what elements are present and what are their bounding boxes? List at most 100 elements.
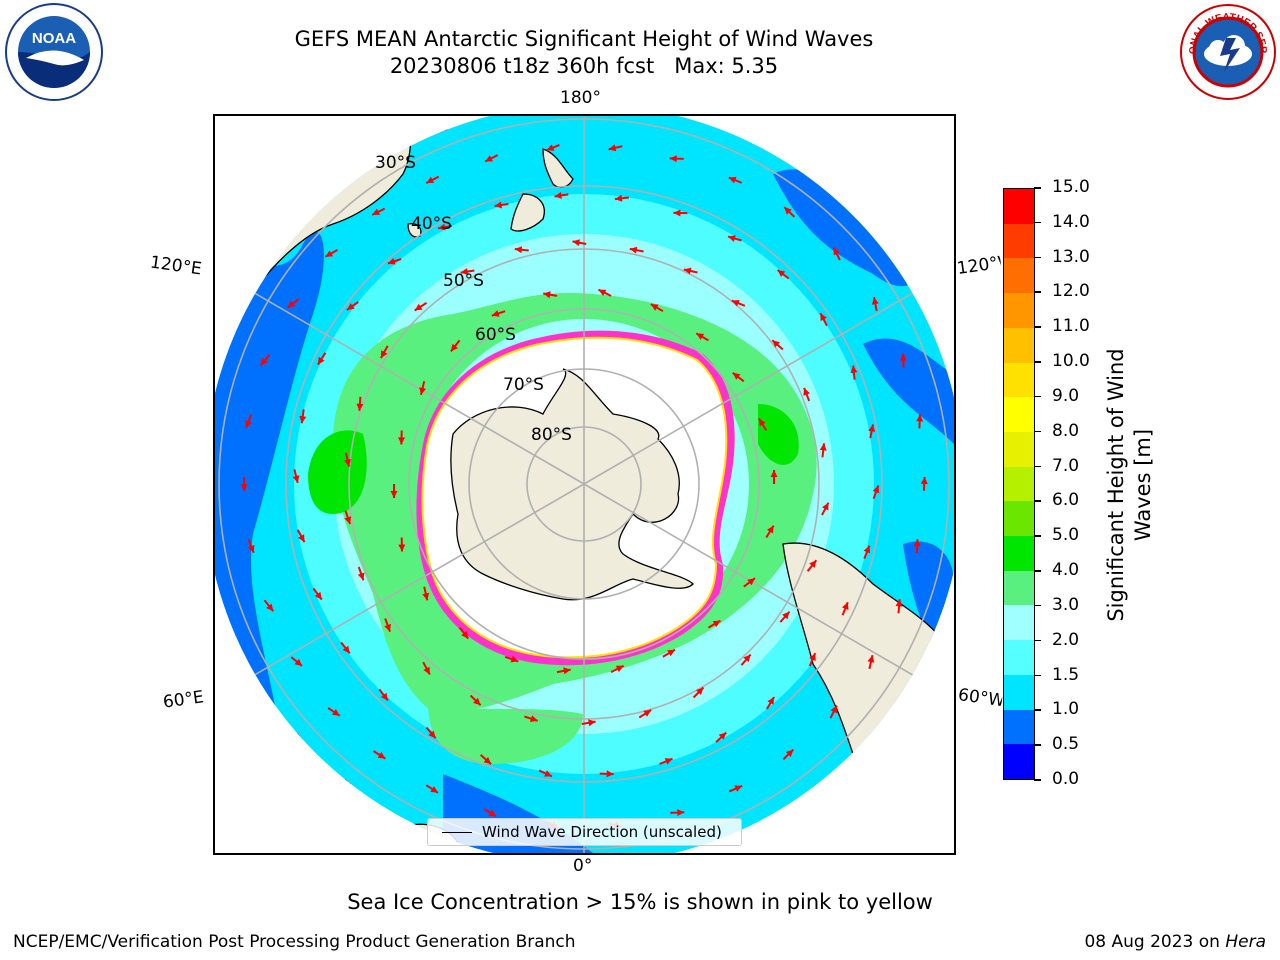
wind-wave-arrow-head <box>718 732 727 740</box>
wind-wave-arrow-head <box>872 222 879 231</box>
wind-wave-arrow-head <box>667 649 675 657</box>
wind-wave-arrow-head <box>940 337 947 346</box>
wind-wave-arrow-shaft <box>213 352 223 366</box>
wind-wave-arrow-head <box>428 730 436 739</box>
footer-machine: Hera <box>1225 932 1266 952</box>
wind-wave-arrow-shaft <box>872 222 879 236</box>
wind-wave-arrow-head <box>899 353 907 361</box>
wind-wave-arrow-head <box>546 144 555 151</box>
colorbar-tick-label: 9.0 <box>1052 385 1080 406</box>
wind-wave-arrow-head <box>712 620 721 628</box>
colorbar-tick-label: 5.0 <box>1052 525 1080 546</box>
map-panel: 30°S 40°S 50°S 60°S 70°S 80°S <box>213 114 954 853</box>
colorbar-tick-mark <box>1034 500 1041 502</box>
colorbar-segment <box>1004 327 1034 363</box>
wind-wave-arrow-head <box>384 623 391 632</box>
wind-wave-arrow-head <box>728 235 736 242</box>
wind-wave-arrow-head <box>820 313 827 322</box>
wind-wave-arrow-head <box>298 534 305 543</box>
wind-wave-arrow-head <box>743 654 751 663</box>
wind-wave-arrow-shaft <box>822 175 832 189</box>
wind-wave-arrow-head <box>614 194 623 202</box>
wind-wave-arrow-head <box>414 303 423 311</box>
wind-wave-arrow-head <box>240 295 248 303</box>
wind-wave-arrow-head <box>683 267 692 275</box>
wind-wave-arrow-head <box>544 770 552 777</box>
noaa-logo: NOAA <box>5 3 103 101</box>
noaa-logo-text: NOAA <box>32 30 76 47</box>
wind-wave-arrow-head <box>430 786 438 793</box>
wind-wave-arrow-head <box>770 470 778 477</box>
wind-wave-arrow-head <box>514 246 523 254</box>
wind-wave-arrow-head <box>677 809 685 816</box>
wind-wave-arrow-shaft <box>911 276 918 291</box>
lon-label-60w: 60°W <box>956 685 1004 711</box>
wind-wave-arrow-head <box>287 300 296 308</box>
colorbar-tick-mark <box>1034 326 1041 328</box>
colorbar-segment <box>1004 605 1034 641</box>
lon-label-0: 0° <box>573 856 593 876</box>
wind-wave-arrow-head <box>913 539 921 547</box>
wind-wave-arrow-head <box>346 303 355 310</box>
colorbar-tick-label: 6.0 <box>1052 490 1080 511</box>
wind-wave-arrow-head <box>398 544 406 552</box>
wind-wave-arrow-head <box>822 502 829 511</box>
colorbar-tick-mark <box>1034 709 1041 711</box>
chart-subtitle: 20230806 t18z 360h fcst Max: 5.35 <box>389 54 779 78</box>
colorbar-segment <box>1004 431 1034 467</box>
colorbar-segment <box>1004 709 1034 745</box>
wind-wave-arrow-shaft <box>940 337 947 352</box>
wind-wave-arrow-head <box>785 749 794 757</box>
wind-wave-arrow-head <box>278 240 286 248</box>
colorbar-segment <box>1004 466 1034 502</box>
chart-title: GEFS MEAN Antarctic Significant Height o… <box>294 27 874 51</box>
wind-wave-arrow-head <box>213 356 221 365</box>
wind-wave-arrow-head <box>450 343 458 352</box>
colorbar-tick-mark <box>1034 674 1041 677</box>
wind-wave-arrow-head <box>747 578 755 586</box>
wind-wave-arrow-head <box>260 357 268 366</box>
wind-wave-arrow-head <box>588 719 596 727</box>
wind-wave-arrow-head <box>380 692 388 701</box>
wind-wave-arrow-head <box>245 420 252 428</box>
wind-wave-arrow-head <box>344 459 351 467</box>
colorbar-segment <box>1004 397 1034 432</box>
wind-wave-arrow-head <box>871 297 879 305</box>
colorbar-tick-label: 11.0 <box>1052 316 1090 337</box>
colorbar-tick-label: 0.5 <box>1052 734 1080 755</box>
wind-wave-arrow-head <box>867 655 875 663</box>
lat-label-60s: 60°S <box>475 325 516 345</box>
wind-wave-arrow-head <box>606 770 614 778</box>
wind-wave-arrow-head <box>819 443 827 451</box>
colorbar-tick-label: 13.0 <box>1052 246 1090 267</box>
wind-wave-arrow-head <box>732 372 741 380</box>
wind-wave-arrow-head <box>830 705 837 714</box>
lon-label-60e: 60°E <box>161 687 206 713</box>
colorbar-tick-mark <box>1034 291 1041 293</box>
wind-wave-arrow-head <box>563 667 571 675</box>
wind-wave-arrow-head <box>485 155 493 162</box>
legend-label: Wind Wave Direction (unscaled) <box>482 823 722 841</box>
colorbar-segment <box>1004 293 1034 328</box>
wind-wave-arrow-shaft <box>221 616 230 631</box>
wind-wave-arrow-head <box>342 645 350 654</box>
wind-wave-arrow-head <box>419 387 426 395</box>
wind-wave-arrow-shaft <box>777 812 792 818</box>
colorbar-tick-label: 8.0 <box>1052 420 1080 441</box>
footer-date: 08 Aug 2023 on Hera <box>1084 932 1266 952</box>
legend-line-swatch <box>442 831 472 833</box>
colorbar-tick-mark <box>1034 221 1041 224</box>
colorbar-segment <box>1004 258 1034 294</box>
wind-wave-arrow-head <box>809 653 816 661</box>
wind-wave-arrow-head <box>842 602 849 610</box>
lon-label-120w: 120°W <box>955 253 1003 279</box>
colorbar-tick-mark <box>1034 465 1041 468</box>
wind-wave-arrow-head <box>377 751 386 759</box>
wind-wave-arrow-head <box>734 785 743 792</box>
wind-wave-arrow-head <box>863 545 871 554</box>
wind-wave-arrow-head <box>759 418 766 427</box>
colorbar-tick-mark <box>1034 570 1041 572</box>
wind-wave-arrow-head <box>784 207 792 215</box>
wind-wave-arrow-head <box>240 484 248 492</box>
wind-wave-arrow-head <box>777 270 786 277</box>
